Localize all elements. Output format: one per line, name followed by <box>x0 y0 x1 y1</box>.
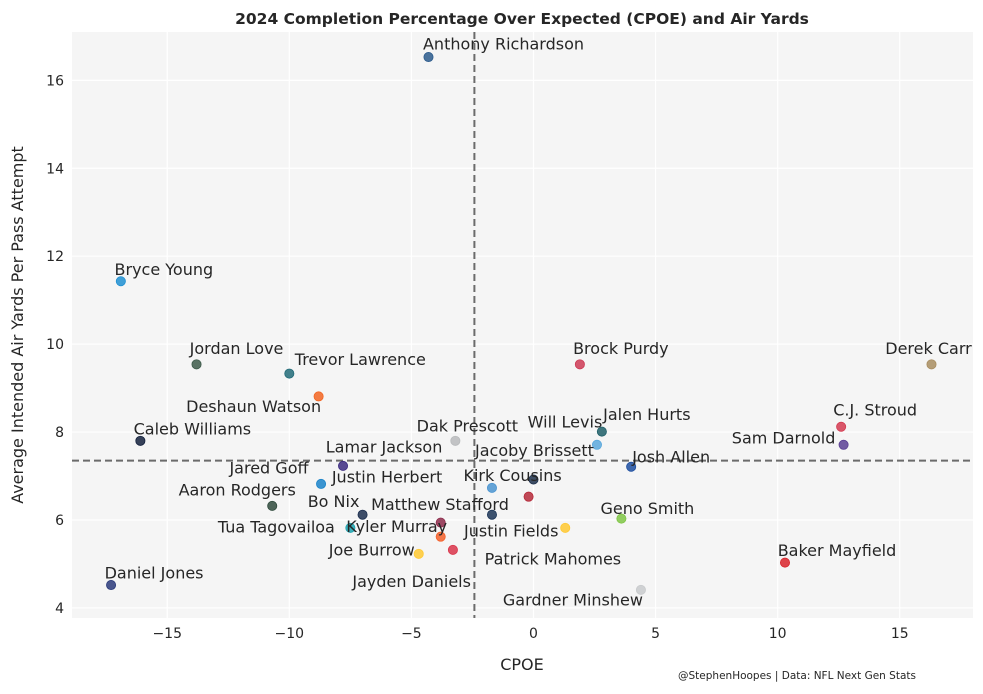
point-label: Deshaun Watson <box>186 397 321 416</box>
data-point <box>523 491 534 502</box>
point-label: Justin Herbert <box>331 467 442 486</box>
point-label: Jalen Hurts <box>602 405 690 424</box>
point-label: Jacoby Brissett <box>474 441 594 460</box>
data-point <box>836 421 847 432</box>
y-tick-label: 16 <box>46 73 64 89</box>
point-label: Aaron Rodgers <box>179 480 296 499</box>
point-label: Jordan Love <box>189 339 284 358</box>
x-tick-label: 5 <box>651 626 660 642</box>
y-tick-label: 6 <box>55 513 64 529</box>
data-point <box>435 517 446 528</box>
x-ticks: −15 −10 −5 0 5 10 15 <box>152 626 908 642</box>
data-point <box>345 522 356 533</box>
data-point <box>316 478 327 489</box>
point-label: Trevor Lawrence <box>294 350 426 369</box>
x-tick-label: 10 <box>769 626 787 642</box>
x-tick-label: −5 <box>401 626 422 642</box>
data-point <box>106 580 117 591</box>
data-point <box>596 426 607 437</box>
data-point <box>357 509 368 520</box>
point-labels: Anthony Richardson Bryce Young Jordan Love… <box>105 35 973 610</box>
point-label: Sam Darnold <box>732 428 836 447</box>
data-point <box>267 500 278 511</box>
point-label: Baker Mayfield <box>778 541 897 560</box>
data-point <box>528 474 539 485</box>
point-label: Joe Burrow <box>328 540 415 559</box>
point-label: Bo Nix <box>308 492 360 511</box>
data-point <box>486 482 497 493</box>
y-tick-label: 10 <box>46 337 64 353</box>
reference-lines <box>72 32 973 618</box>
point-label: Kyler Murray <box>346 517 447 536</box>
data-point <box>338 460 349 471</box>
data-point <box>191 359 202 370</box>
y-tick-label: 14 <box>46 161 64 177</box>
data-point <box>284 368 295 379</box>
data-point <box>635 584 646 595</box>
y-tick-label: 12 <box>46 249 64 265</box>
chart-title: 2024 Completion Percentage Over Expected… <box>235 10 809 28</box>
data-point <box>626 461 637 472</box>
point-label: Dak Prescott <box>417 416 518 435</box>
grid <box>72 32 973 618</box>
y-ticks: 4 6 8 10 12 14 16 <box>46 73 64 617</box>
point-label: Josh Allen <box>631 447 710 466</box>
data-point <box>616 513 627 524</box>
y-tick-label: 4 <box>55 601 64 617</box>
point-label: Jared Goff <box>228 458 309 477</box>
point-label: Anthony Richardson <box>423 35 584 54</box>
data-point <box>313 391 324 402</box>
data-point <box>560 522 571 533</box>
point-label: Tua Tagovailoa <box>217 517 335 536</box>
data-point <box>591 439 602 450</box>
data-point <box>115 276 126 287</box>
point-label: Patrick Mahomes <box>485 549 621 568</box>
point-label: Kirk Cousins <box>463 466 561 485</box>
x-tick-label: −15 <box>152 626 182 642</box>
point-label: Justin Fields <box>463 521 558 540</box>
point-label: Bryce Young <box>115 260 214 279</box>
point-label: Jayden Daniels <box>351 572 471 591</box>
x-tick-label: 0 <box>529 626 538 642</box>
credit-text: @StephenHoopes | Data: NFL Next Gen Stat… <box>678 670 916 682</box>
data-point <box>135 435 146 446</box>
point-label: Daniel Jones <box>105 564 204 583</box>
data-point <box>926 359 937 370</box>
y-tick-label: 8 <box>55 425 64 441</box>
point-label: Will Levis <box>528 412 603 431</box>
data-point <box>486 509 497 520</box>
point-label: Lamar Jackson <box>326 437 443 456</box>
point-label: Matthew Stafford <box>371 495 509 514</box>
data-point <box>779 557 790 568</box>
data-point <box>450 435 461 446</box>
point-label: Caleb Williams <box>134 419 251 438</box>
x-tick-label: 15 <box>891 626 909 642</box>
data-point <box>838 439 849 450</box>
y-axis-label: Average Intended Air Yards Per Pass Atte… <box>8 146 27 504</box>
point-label: Gardner Minshew <box>503 590 643 609</box>
x-axis-label: CPOE <box>500 655 544 674</box>
data-point <box>413 548 424 559</box>
x-tick-label: −10 <box>275 626 305 642</box>
data-point <box>574 359 585 370</box>
data-point <box>447 544 458 555</box>
points <box>106 52 937 595</box>
data-point <box>435 531 446 542</box>
point-label: C.J. Stroud <box>833 400 917 419</box>
point-label: Brock Purdy <box>573 339 669 358</box>
point-label: Derek Carr <box>885 339 972 358</box>
data-point <box>423 52 434 63</box>
point-label: Geno Smith <box>600 499 694 518</box>
